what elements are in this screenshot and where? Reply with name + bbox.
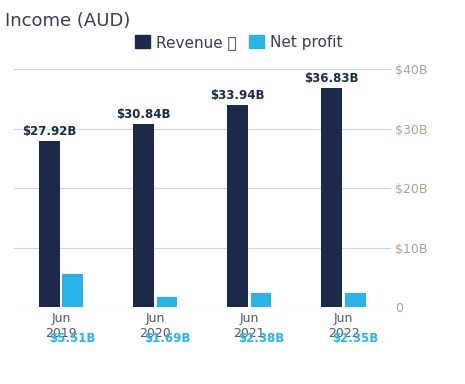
Bar <box>345 293 365 307</box>
Bar <box>321 88 342 307</box>
Text: $36.83B: $36.83B <box>305 72 359 85</box>
Bar <box>39 141 60 307</box>
Text: Income (AUD): Income (AUD) <box>5 12 130 30</box>
Text: $33.94B: $33.94B <box>210 89 265 102</box>
Text: $2.35B: $2.35B <box>332 332 379 345</box>
Legend: Revenue ⓘ, Net profit: Revenue ⓘ, Net profit <box>134 35 343 50</box>
Bar <box>227 105 248 307</box>
Bar <box>133 124 154 307</box>
Text: $1.69B: $1.69B <box>144 332 190 345</box>
Bar <box>251 293 272 307</box>
Text: $2.38B: $2.38B <box>238 332 284 345</box>
Text: $5.51B: $5.51B <box>50 332 96 345</box>
Bar <box>157 297 177 307</box>
Bar <box>62 275 83 307</box>
Text: $27.92B: $27.92B <box>22 125 76 138</box>
Text: $30.84B: $30.84B <box>116 108 171 121</box>
